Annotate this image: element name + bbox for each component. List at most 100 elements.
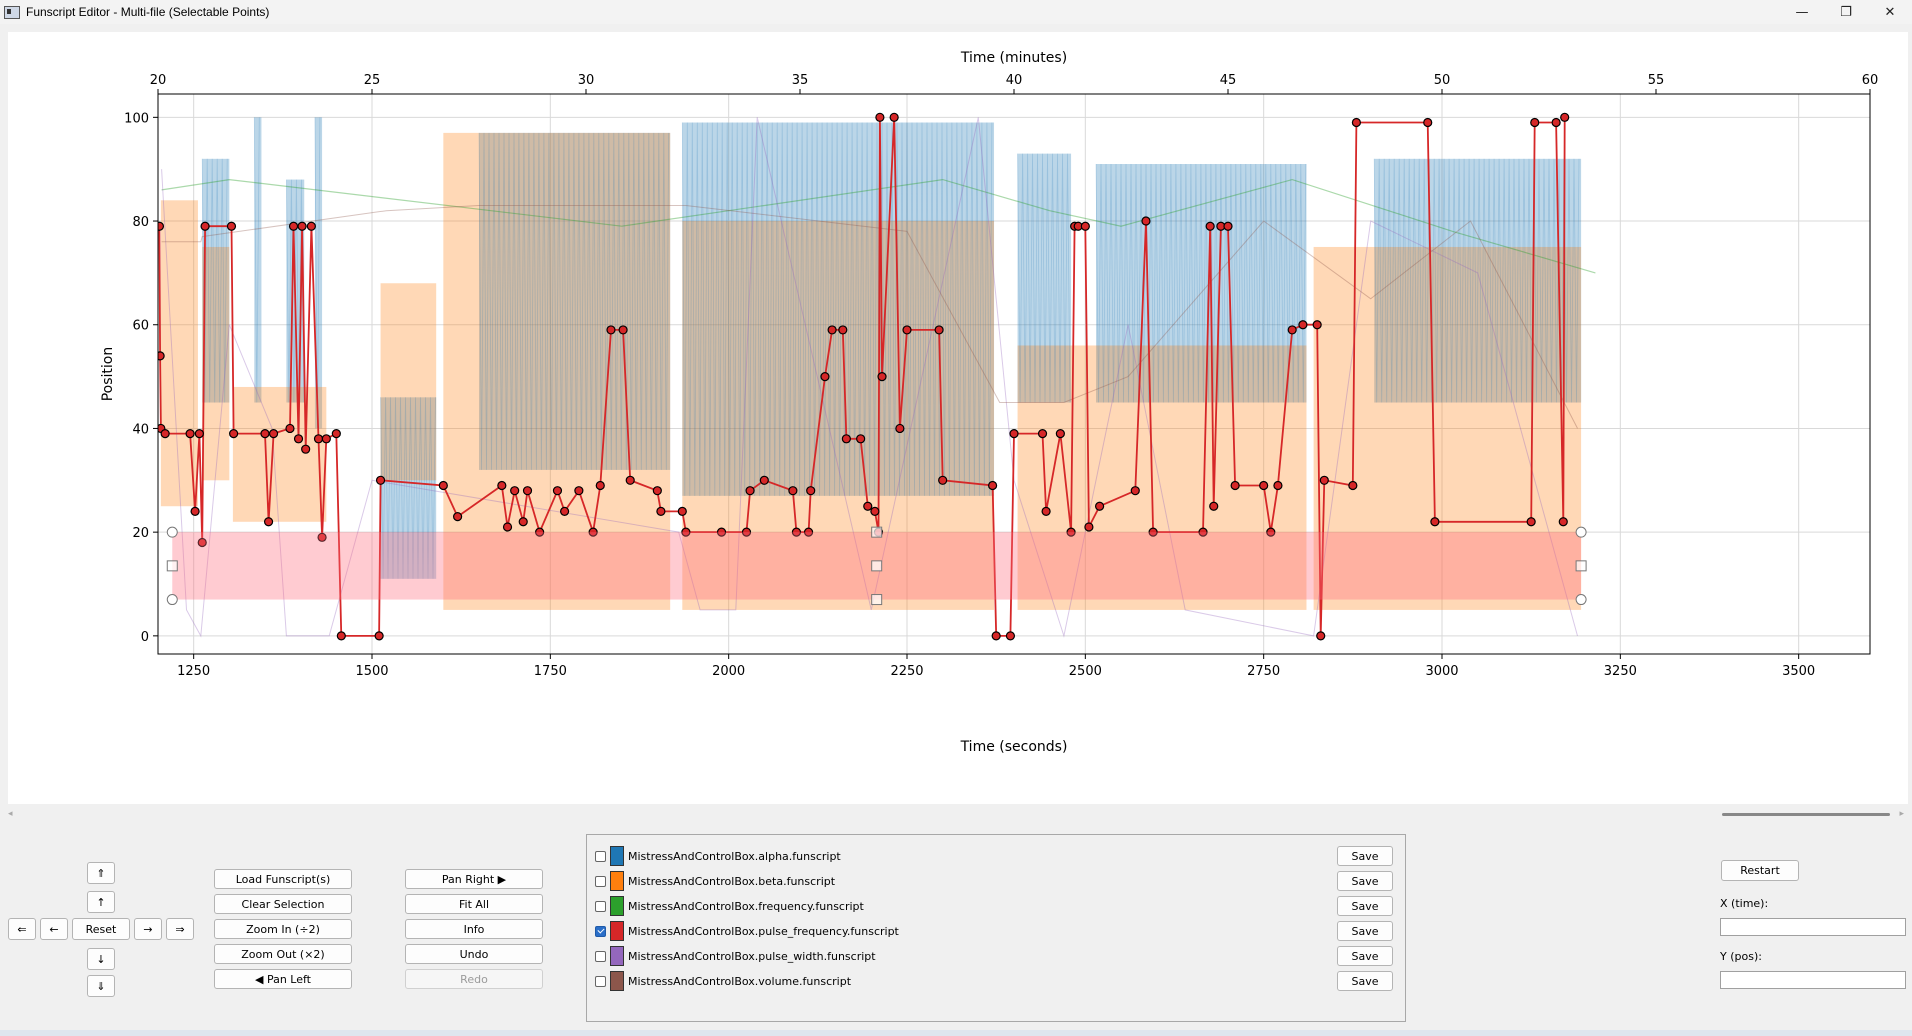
pulse-frequency-point[interactable] xyxy=(741,527,752,537)
file-checkbox-volume[interactable] xyxy=(595,975,606,987)
scroll-left-icon[interactable]: ◂ xyxy=(8,809,13,819)
save-pulse-width-button[interactable]: Save xyxy=(1337,946,1393,966)
file-checkbox-beta[interactable] xyxy=(595,875,606,887)
pulse-frequency-point[interactable] xyxy=(321,434,331,444)
pulse-frequency-point[interactable] xyxy=(681,527,691,537)
scroll-thumb[interactable] xyxy=(1722,813,1890,816)
pulse-frequency-point[interactable] xyxy=(803,527,814,537)
pulse-frequency-point[interactable] xyxy=(806,486,816,496)
pulse-frequency-point[interactable] xyxy=(1423,117,1433,128)
pulse-frequency-point[interactable] xyxy=(155,221,165,231)
pan-down-button[interactable]: ↓ xyxy=(87,948,115,970)
pulse-frequency-point[interactable] xyxy=(1080,221,1090,231)
pulse-frequency-point[interactable] xyxy=(1141,216,1151,226)
pulse-frequency-point[interactable] xyxy=(863,501,873,511)
save-alpha-button[interactable]: Save xyxy=(1337,846,1393,866)
pulse-frequency-point[interactable] xyxy=(497,480,507,491)
pulse-frequency-point[interactable] xyxy=(453,511,463,522)
redo-button[interactable]: Redo xyxy=(405,969,543,989)
pan-down-double-button[interactable]: ⇓ xyxy=(87,975,115,997)
pulse-frequency-point[interactable] xyxy=(1558,517,1568,527)
pulse-frequency-point[interactable] xyxy=(606,325,616,335)
pulse-frequency-point[interactable] xyxy=(301,444,311,454)
pan-right-arrow-button[interactable]: → xyxy=(134,918,162,940)
pan-right-double-button[interactable]: ⇒ xyxy=(166,918,194,940)
pan-up-double-button[interactable]: ⇑ xyxy=(87,862,115,884)
pulse-frequency-point[interactable] xyxy=(1348,480,1358,491)
pulse-frequency-point[interactable] xyxy=(552,486,563,496)
pulse-frequency-point[interactable] xyxy=(1009,429,1019,439)
pan-up-button[interactable]: ↑ xyxy=(87,891,115,913)
selection-corner-handle[interactable] xyxy=(1575,594,1587,606)
pulse-frequency-point[interactable] xyxy=(1066,527,1076,537)
pulse-frequency-point[interactable] xyxy=(510,486,520,496)
pulse-frequency-point[interactable] xyxy=(293,434,304,444)
pulse-frequency-point[interactable] xyxy=(987,480,998,491)
pulse-frequency-point[interactable] xyxy=(185,429,195,439)
pulse-frequency-point[interactable] xyxy=(1273,480,1283,491)
pulse-frequency-point[interactable] xyxy=(791,527,802,537)
save-beta-button[interactable]: Save xyxy=(1337,871,1393,891)
selection-corner-handle[interactable] xyxy=(1575,526,1587,538)
pulse-frequency-point[interactable] xyxy=(1084,522,1094,532)
selection-box[interactable] xyxy=(166,526,1587,606)
pan-left-button[interactable]: ◀ Pan Left xyxy=(214,969,352,989)
pulse-frequency-point[interactable] xyxy=(588,527,598,537)
pulse-frequency-point[interactable] xyxy=(1266,527,1276,537)
pulse-frequency-point[interactable] xyxy=(1551,117,1561,128)
pulse-frequency-point[interactable] xyxy=(820,371,830,382)
save-frequency-button[interactable]: Save xyxy=(1337,896,1393,916)
pulse-frequency-point[interactable] xyxy=(559,506,570,517)
pulse-frequency-point[interactable] xyxy=(1037,429,1048,439)
pulse-frequency-point[interactable] xyxy=(856,434,866,444)
selection-center-handle[interactable] xyxy=(871,560,883,572)
zoom-in-button[interactable]: Zoom In (÷2) xyxy=(214,919,352,939)
load-funscripts-button[interactable]: Load Funscript(s) xyxy=(214,869,352,889)
pulse-frequency-point[interactable] xyxy=(1205,221,1215,231)
clear-selection-button[interactable]: Clear Selection xyxy=(214,894,352,914)
pulse-frequency-point[interactable] xyxy=(438,480,448,491)
selection-edge-handle[interactable] xyxy=(871,594,883,606)
pulse-frequency-point[interactable] xyxy=(652,486,662,496)
pulse-frequency-point[interactable] xyxy=(677,506,687,517)
pulse-frequency-point[interactable] xyxy=(1430,517,1440,527)
info-button[interactable]: Info xyxy=(405,919,543,939)
pan-left-double-button[interactable]: ⇐ xyxy=(8,918,36,940)
pulse-frequency-point[interactable] xyxy=(656,506,666,517)
pulse-frequency-point[interactable] xyxy=(595,480,605,491)
pulse-frequency-point[interactable] xyxy=(574,486,584,496)
file-checkbox-pulse-frequency[interactable] xyxy=(595,925,606,937)
pulse-frequency-point[interactable] xyxy=(156,351,165,361)
pulse-frequency-point[interactable] xyxy=(938,475,948,485)
pulse-frequency-point[interactable] xyxy=(160,429,170,439)
pulse-frequency-point[interactable] xyxy=(1041,506,1051,517)
pulse-frequency-point[interactable] xyxy=(889,112,899,122)
pulse-frequency-point[interactable] xyxy=(1287,325,1297,335)
pulse-frequency-point[interactable] xyxy=(285,423,295,434)
selection-edge-handle[interactable] xyxy=(871,526,883,538)
y-pos-input[interactable] xyxy=(1720,971,1906,989)
horizontal-scrollbar[interactable]: ◂ ▸ xyxy=(0,808,1912,820)
pulse-frequency-point[interactable] xyxy=(260,429,270,439)
pulse-frequency-point[interactable] xyxy=(1526,517,1536,527)
pan-left-arrow-button[interactable]: ← xyxy=(40,918,68,940)
pulse-frequency-point[interactable] xyxy=(263,517,274,527)
minimize-icon[interactable]: — xyxy=(1795,4,1809,20)
pulse-frequency-point[interactable] xyxy=(788,486,798,496)
pulse-frequency-point[interactable] xyxy=(522,486,533,496)
pulse-frequency-point[interactable] xyxy=(618,325,628,335)
pulse-frequency-point[interactable] xyxy=(297,221,307,231)
pulse-frequency-point[interactable] xyxy=(268,429,279,439)
pulse-frequency-point[interactable] xyxy=(934,325,944,335)
file-checkbox-alpha[interactable] xyxy=(595,850,606,862)
pulse-frequency-point[interactable] xyxy=(1055,429,1065,439)
pulse-frequency-point[interactable] xyxy=(313,434,324,444)
pulse-frequency-point[interactable] xyxy=(1312,320,1322,330)
pulse-frequency-point[interactable] xyxy=(336,631,346,641)
pulse-frequency-point[interactable] xyxy=(502,522,513,532)
pulse-frequency-point[interactable] xyxy=(1316,631,1326,641)
undo-button[interactable]: Undo xyxy=(405,944,543,964)
pulse-frequency-point[interactable] xyxy=(1198,527,1208,537)
pulse-frequency-point[interactable] xyxy=(317,532,327,542)
pulse-frequency-point[interactable] xyxy=(190,506,200,517)
